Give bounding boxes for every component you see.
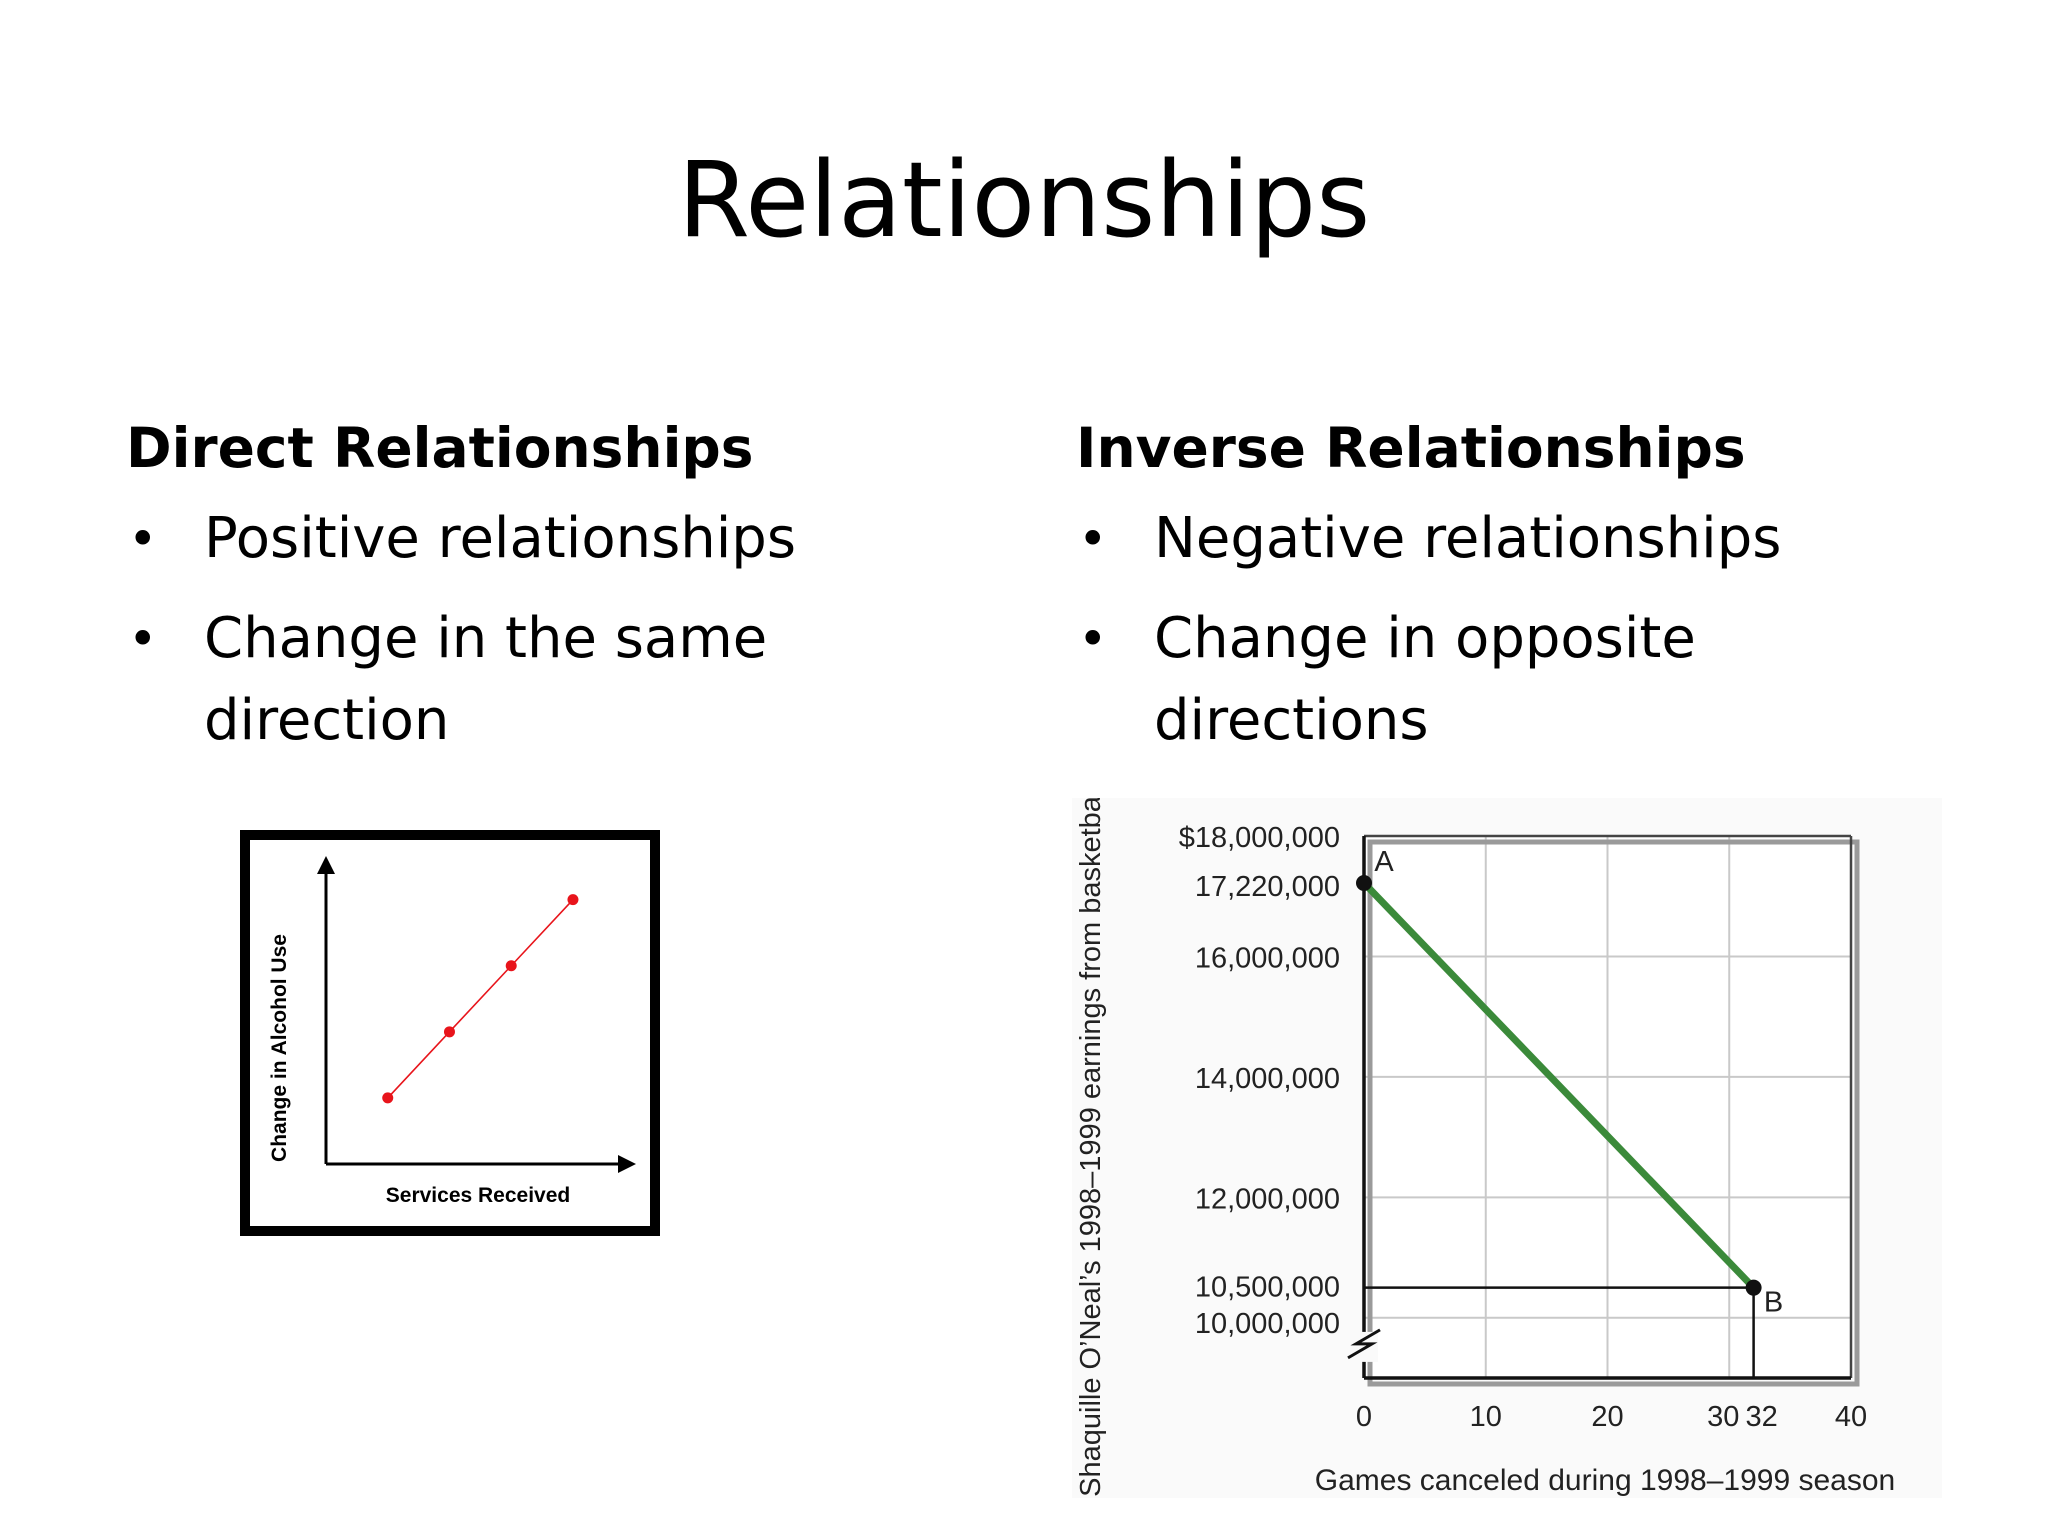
inverse-x-tick-label: 32 <box>1745 1401 1777 1433</box>
direct-data-point <box>567 894 579 906</box>
bullet-text: Positive relationships <box>204 506 797 571</box>
inverse-relationship-chart: $18,000,000 17,220,000 16,000,000 14,000,00… <box>1072 798 1942 1498</box>
slide-title: Relationships <box>677 139 1371 261</box>
inverse-bullet-list: • Negative relationships • Change in opp… <box>1076 498 1976 762</box>
bullet-change-opposite-directions: • Change in opposite directions <box>1076 598 1874 762</box>
inverse-x-axis-label: Games canceled during 1998–1999 season <box>1315 1464 1895 1497</box>
inverse-y-tick-label: $18,000,000 <box>1179 822 1340 854</box>
inverse-y-tick-label: 14,000,000 <box>1195 1063 1340 1095</box>
inverse-series-line <box>1361 880 1757 1291</box>
inverse-x-tick-label: 0 <box>1356 1401 1372 1433</box>
inverse-ticks: $18,000,000 17,220,000 16,000,000 14,000,00… <box>1179 822 1867 1433</box>
direct-y-arrow-head <box>317 856 335 874</box>
inverse-x-tick-label: 40 <box>1835 1401 1867 1433</box>
inverse-relationships-column: Inverse Relationships • Negative relatio… <box>1076 408 1976 780</box>
direct-bullet-list: • Positive relationships • Change in the… <box>126 498 1006 762</box>
bullet-text: Change in the same direction <box>204 606 768 753</box>
bullet-text: Negative relationships <box>1154 506 1782 571</box>
inverse-frame-shadow <box>1367 839 1860 1387</box>
direct-x-axis-label: Services Received <box>386 1184 570 1207</box>
inverse-marks: AB <box>1356 846 1783 1378</box>
bullet-change-same-direction: • Change in the same direction <box>126 598 924 762</box>
bullet-positive-relationships: • Positive relationships <box>126 498 924 580</box>
direct-data-point <box>505 960 517 972</box>
inverse-y-tick-label: 10,500,000 <box>1195 1272 1340 1304</box>
inverse-y-axis-label: Shaquille O’Neal’s 1998–1999 earnings fr… <box>1075 798 1107 1497</box>
inverse-y-tick-label: 16,000,000 <box>1195 942 1340 974</box>
bullet-negative-relationships: • Negative relationships <box>1076 498 1874 580</box>
direct-relationships-heading: Direct Relationships <box>126 416 754 480</box>
direct-series-line <box>387 899 574 1099</box>
inverse-point-label: A <box>1374 846 1394 878</box>
direct-data-point <box>443 1026 455 1038</box>
inverse-y-tick-label: 12,000,000 <box>1195 1183 1340 1215</box>
inverse-relationships-heading: Inverse Relationships <box>1076 416 1746 480</box>
inverse-y-tick-label: 10,000,000 <box>1195 1308 1340 1340</box>
bullet-text: Change in opposite directions <box>1154 606 1696 753</box>
direct-data-point <box>382 1092 394 1104</box>
inverse-point-label: B <box>1764 1287 1783 1319</box>
inverse-data-point <box>1356 874 1372 891</box>
inverse-x-tick-label: 10 <box>1470 1401 1502 1433</box>
bullet-dot: • <box>128 510 158 568</box>
direct-relationship-chart: Services Received Change in Alcohol Use <box>240 830 660 1236</box>
inverse-data-point <box>1745 1279 1762 1296</box>
inverse-y-tick-label: 17,220,000 <box>1195 871 1340 903</box>
bullet-dot: • <box>1078 610 1108 668</box>
bullet-dot: • <box>1078 510 1108 568</box>
inverse-axis-break-icon <box>1347 1328 1381 1360</box>
direct-y-axis-label: Change in Alcohol Use <box>268 934 291 1162</box>
direct-relationships-column: Direct Relationships • Positive relation… <box>126 408 1006 780</box>
inverse-x-tick-label: 20 <box>1591 1401 1623 1433</box>
bullet-dot: • <box>128 610 158 668</box>
direct-marks <box>382 894 579 1104</box>
inverse-axes <box>1347 834 1860 1387</box>
inverse-x-tick-label: 30 <box>1707 1401 1739 1433</box>
direct-x-arrow-head <box>618 1155 636 1173</box>
direct-axes <box>317 856 636 1173</box>
